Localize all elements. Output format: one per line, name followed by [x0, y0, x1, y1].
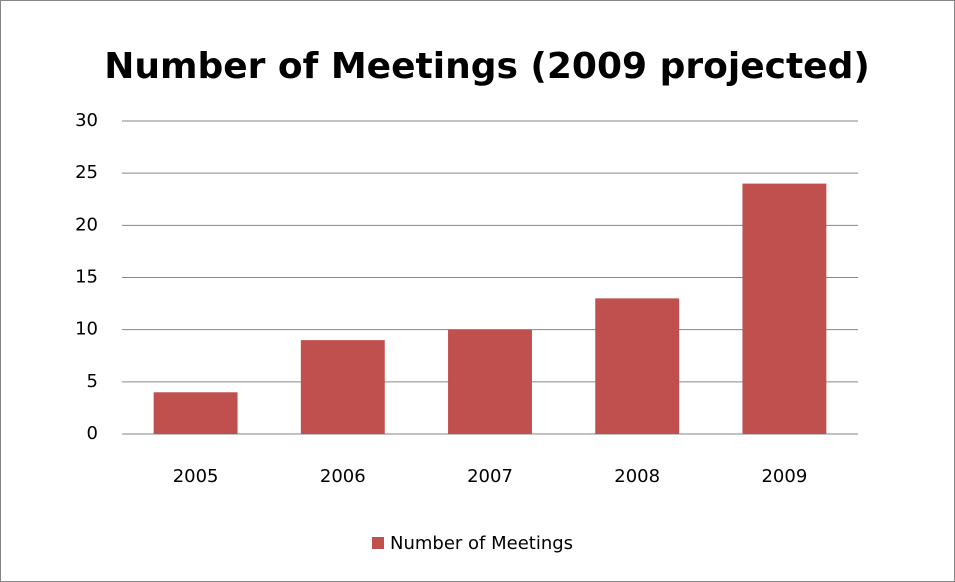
bar [300, 340, 385, 434]
x-tick-label: 2009 [761, 466, 807, 487]
x-tick-label: 2006 [320, 466, 366, 487]
legend-swatch [372, 537, 384, 549]
chart-title: Number of Meetings (2009 projected) [104, 46, 870, 87]
y-tick-label: 20 [75, 214, 98, 235]
y-tick-label: 10 [75, 319, 98, 340]
x-tick-label: 2008 [614, 466, 660, 487]
bar [153, 392, 238, 434]
x-tick-label: 2007 [467, 466, 513, 487]
bar [742, 183, 827, 434]
bar [595, 298, 680, 434]
y-tick-label: 30 [75, 110, 98, 131]
y-tick-label: 0 [87, 423, 98, 444]
legend-label: Number of Meetings [390, 533, 573, 554]
y-tick-label: 5 [87, 371, 98, 392]
y-tick-label: 25 [75, 162, 98, 183]
bar [448, 329, 532, 434]
y-tick-label: 15 [75, 267, 98, 288]
x-tick-label: 2005 [173, 466, 219, 487]
